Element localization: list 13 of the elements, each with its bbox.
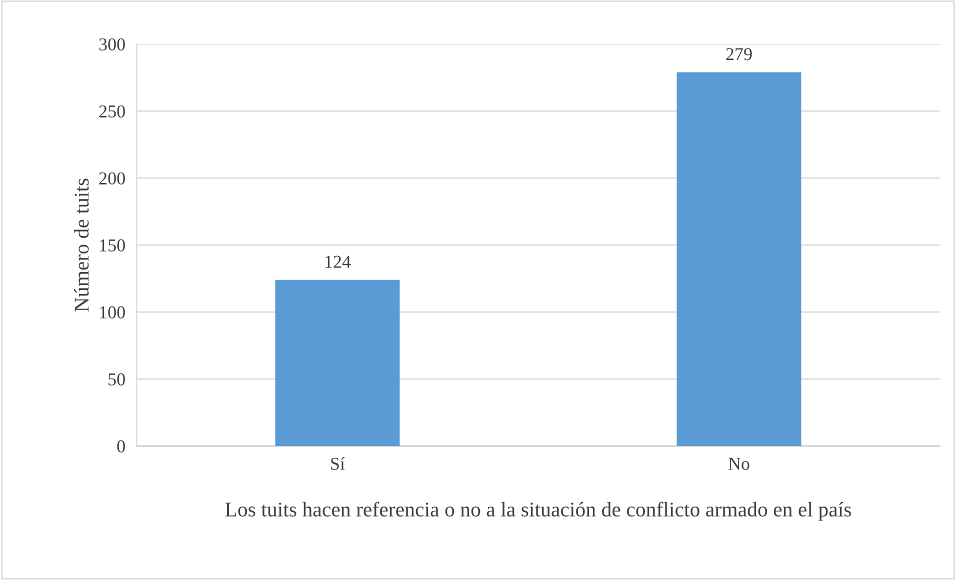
data-label: 124 (326, 256, 351, 268)
y-tick-label: 0 (117, 440, 125, 452)
x-tick-label: No (728, 458, 750, 470)
y-tick-label: 300 (99, 38, 125, 51)
y-tick-label: 100 (100, 306, 125, 318)
y-axis-title: Número de tuits (74, 178, 89, 312)
y-tick-label: 150 (100, 239, 125, 252)
data-label: 279 (726, 48, 752, 60)
x-axis-title: Los tuits hacen referencia o no a la situación de conflicto armado en el país (225, 502, 851, 521)
y-tick-label: 250 (99, 105, 125, 118)
y-tick-label: 50 (108, 373, 125, 386)
y-tick-label: 200 (99, 172, 125, 184)
x-tick-label: Sí (331, 457, 345, 470)
